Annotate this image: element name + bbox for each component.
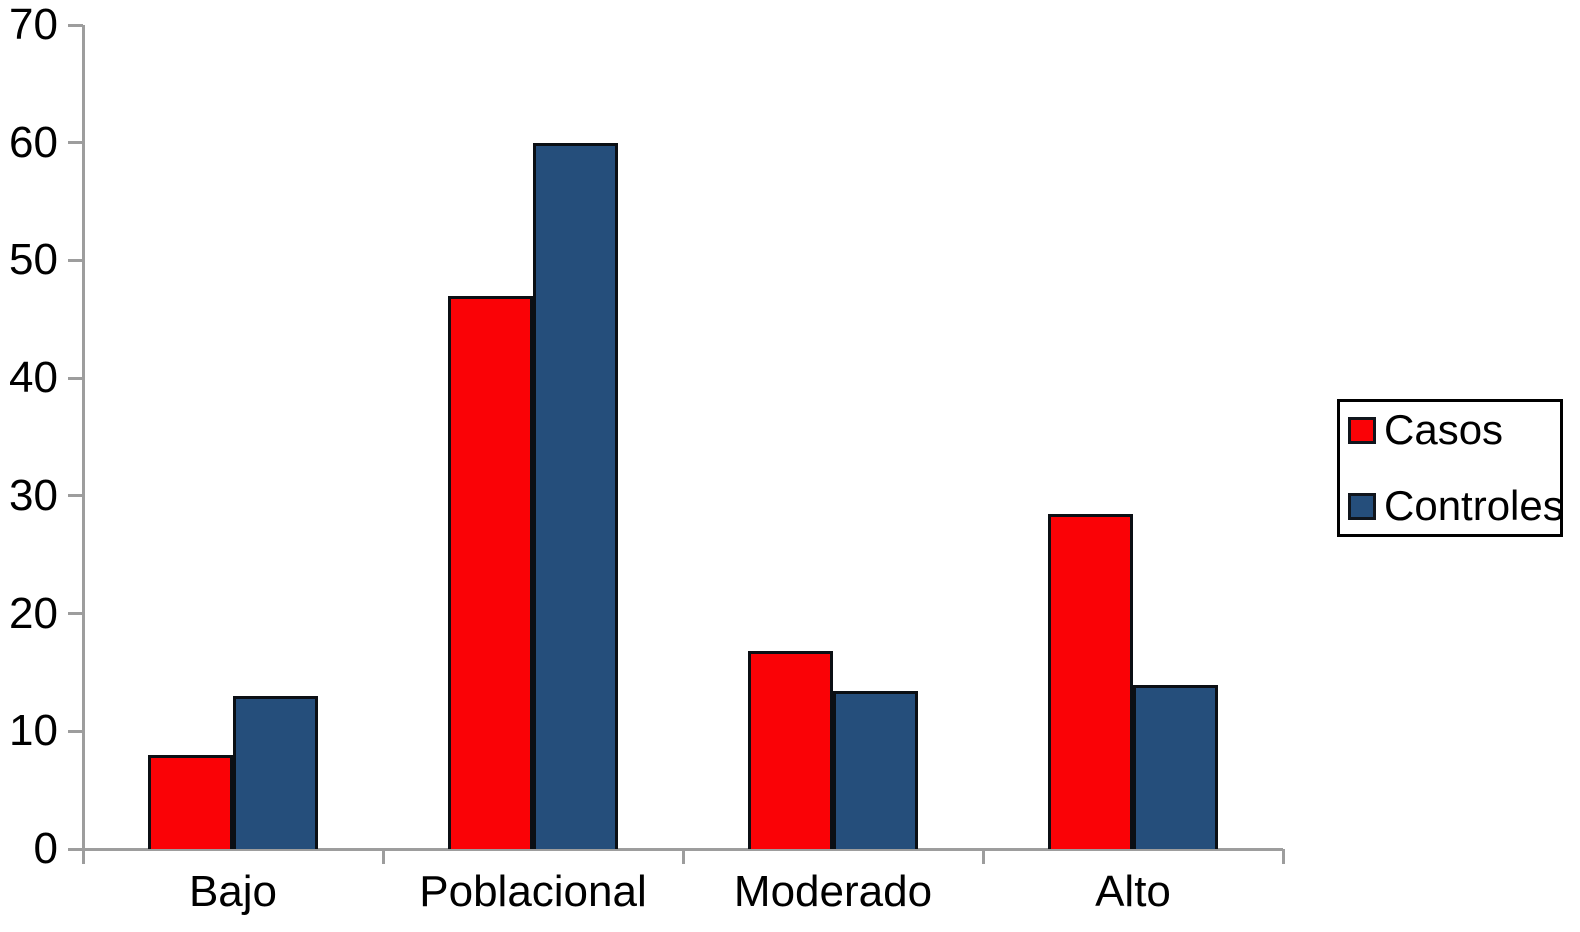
y-tick-label: 50 [9, 235, 58, 285]
y-tick-label: 70 [9, 0, 58, 49]
y-tick-label: 30 [9, 470, 58, 520]
x-tick [1281, 849, 1285, 864]
bar-controles-alto [1133, 685, 1218, 849]
controles-swatch-icon [1348, 492, 1376, 520]
legend-label-casos: Casos [1384, 406, 1504, 453]
y-axis [82, 25, 85, 852]
y-tick-label: 20 [9, 588, 58, 638]
x-tick [81, 849, 85, 864]
y-tick-label: 0 [33, 824, 58, 873]
y-tick [68, 258, 83, 262]
y-tick-label: 10 [9, 706, 58, 756]
bar-casos-poblacional [448, 296, 533, 849]
y-tick-label: 60 [9, 117, 58, 167]
y-tick [68, 376, 83, 380]
y-tick [68, 612, 83, 616]
y-tick [68, 729, 83, 733]
y-tick [68, 847, 83, 851]
bar-casos-moderado [748, 651, 833, 849]
y-tick [68, 494, 83, 498]
bar-controles-moderado [833, 691, 918, 849]
category-label-moderado: Moderado [733, 867, 933, 916]
y-tick-label: 40 [9, 353, 58, 403]
category-label-alto: Alto [1095, 867, 1171, 916]
legend-item-controles: Controles [1348, 484, 1564, 528]
x-tick [381, 849, 385, 864]
category-label-bajo: Bajo [188, 867, 278, 916]
bar-casos-alto [1048, 514, 1133, 849]
x-tick [981, 849, 985, 864]
bar-casos-bajo [148, 755, 233, 849]
legend: Casos Controles [1337, 399, 1564, 537]
y-tick [68, 23, 83, 27]
casos-swatch-icon [1348, 416, 1376, 444]
x-tick [681, 849, 685, 864]
legend-item-casos: Casos [1348, 408, 1556, 452]
category-label-poblacional: Poblacional [419, 867, 647, 916]
y-tick [68, 141, 83, 145]
bar-controles-poblacional [533, 143, 618, 849]
bar-controles-bajo [233, 696, 318, 849]
legend-label-controles: Controles [1384, 482, 1564, 529]
